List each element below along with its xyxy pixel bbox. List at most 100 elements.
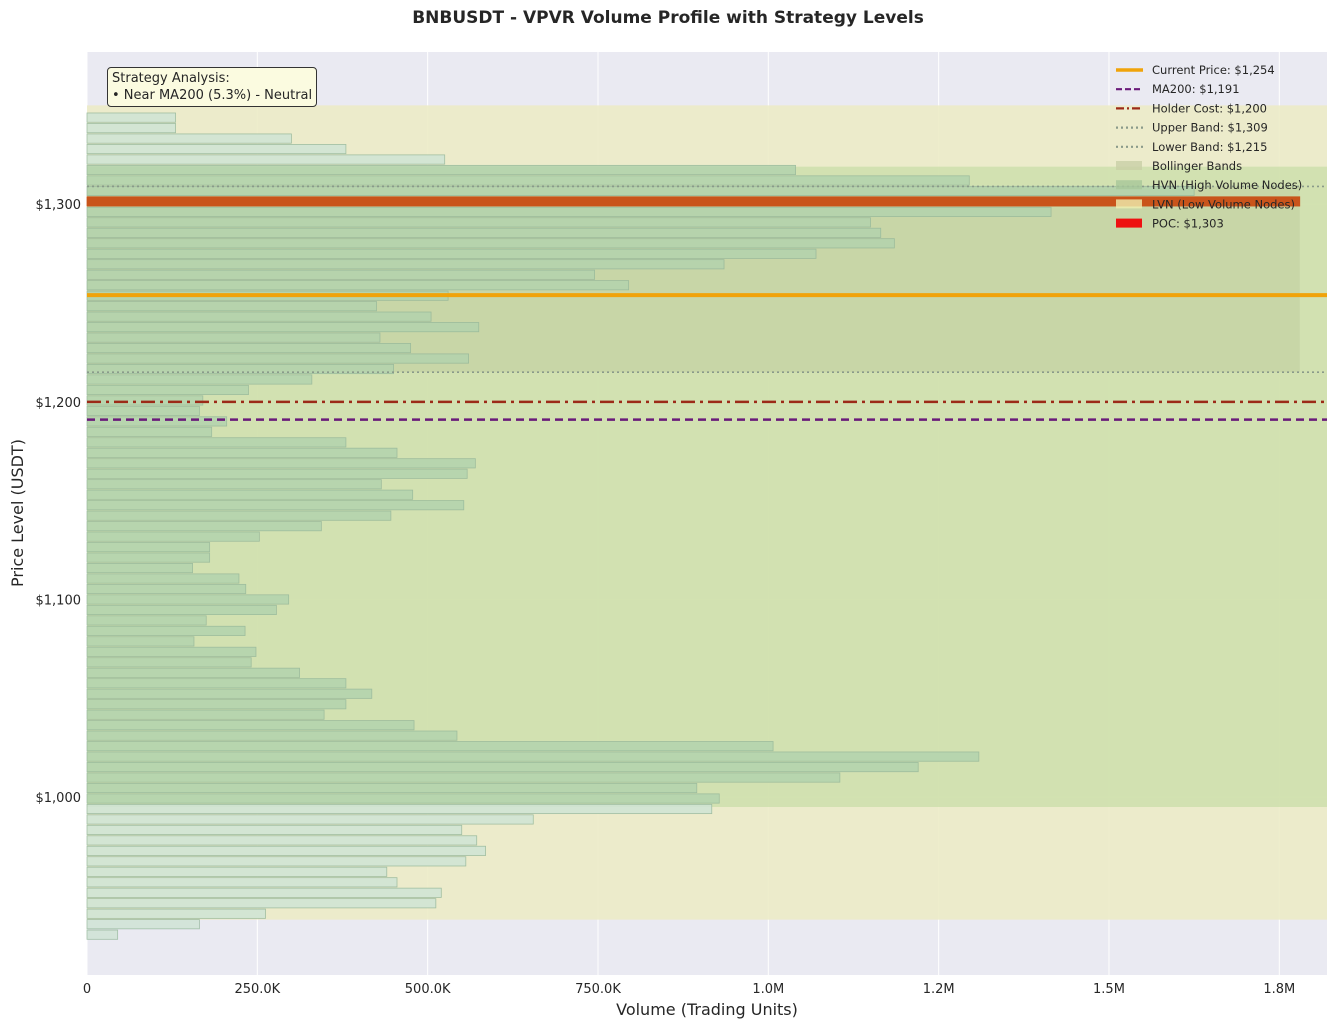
volume-bar-18 xyxy=(86,280,630,291)
volume-bar-53 xyxy=(86,646,257,657)
annotation-line-1: Strategy Analysis: xyxy=(112,71,230,86)
volume-bar-76 xyxy=(86,887,442,898)
strategy-annotation: Strategy Analysis: • Near MA200 (5.3%) -… xyxy=(107,67,318,107)
x-tick-label-3: 750.0K xyxy=(575,982,621,997)
legend-label-5: Bollinger Bands xyxy=(1152,159,1242,173)
volume-bar-69 xyxy=(86,814,534,825)
legend-label-8: POC: $1,303 xyxy=(1152,217,1224,231)
x-axis-label: Volume (Trading Units) xyxy=(616,1000,798,1019)
volume-bar-36 xyxy=(86,468,468,479)
volume-bar-71 xyxy=(86,835,478,846)
volume-bar-27 xyxy=(86,374,313,385)
x-tick-label-0: 0 xyxy=(83,982,91,997)
volume-bar-30 xyxy=(86,405,200,416)
volume-bars xyxy=(86,112,1301,940)
volume-bar-73 xyxy=(86,856,467,867)
volume-bar-33 xyxy=(86,437,347,448)
volume-bar-43 xyxy=(86,542,211,553)
legend-label-6: HVN (High Volume Nodes) xyxy=(1152,178,1302,192)
volume-bar-20 xyxy=(86,301,377,312)
volume-bar-17 xyxy=(86,269,595,280)
volume-bar-21 xyxy=(86,311,432,322)
volume-bar-58 xyxy=(86,699,347,710)
volume-bar-6 xyxy=(86,154,446,165)
volume-bar-42 xyxy=(86,531,260,542)
volume-bar-51 xyxy=(86,625,246,636)
volume-bar-37 xyxy=(86,479,382,490)
volume-bar-72 xyxy=(86,845,486,856)
volume-bar-35 xyxy=(86,458,476,469)
volume-bar-74 xyxy=(86,866,388,877)
legend-label-7: LVN (Low Volume Nodes) xyxy=(1152,197,1295,211)
volume-bar-31 xyxy=(86,416,228,427)
volume-bar-49 xyxy=(86,604,277,615)
volume-bar-32 xyxy=(86,426,213,437)
volume-bar-26 xyxy=(86,363,394,375)
x-tick-label-5: 1.2M xyxy=(923,982,955,997)
legend-swatch-8 xyxy=(1116,218,1142,228)
volume-bar-24 xyxy=(86,343,412,354)
volume-bar-13 xyxy=(86,227,882,238)
volume-bar-45 xyxy=(86,563,194,574)
volume-bar-80 xyxy=(86,929,119,940)
chart-title: BNBUSDT - VPVR Volume Profile with Strat… xyxy=(412,8,924,28)
y-tick-label-0: $1,000 xyxy=(36,791,82,806)
y-tick-label-3: $1,300 xyxy=(36,198,82,213)
x-tick-label-2: 500.0K xyxy=(405,982,451,997)
volume-bar-47 xyxy=(86,583,247,595)
volume-bar-63 xyxy=(86,751,980,762)
level-lines xyxy=(87,185,1327,421)
legend: Current Price: $1,254 MA200: $1,191 Holder… xyxy=(1116,63,1302,231)
x-tick-label-4: 1.0M xyxy=(752,982,784,997)
volume-bar-40 xyxy=(86,510,392,521)
legend-label-2: Holder Cost: $1,200 xyxy=(1152,101,1267,115)
volume-bar-55 xyxy=(86,667,300,678)
volume-bar-57 xyxy=(86,688,373,699)
volume-bar-68 xyxy=(86,803,713,815)
volume-bar-11 xyxy=(86,206,1052,217)
y-tick-labels: $1,000 $1,100 $1,200 $1,300 xyxy=(36,198,82,806)
volume-bar-16 xyxy=(86,259,725,270)
volume-bar-78 xyxy=(86,908,266,919)
volume-bar-39 xyxy=(86,500,465,511)
volume-bar-66 xyxy=(86,782,698,794)
volume-bar-3 xyxy=(86,123,176,134)
volume-bar-50 xyxy=(86,615,207,626)
legend-swatch-6 xyxy=(1116,180,1142,190)
volume-bar-38 xyxy=(86,489,414,500)
volume-bar-23 xyxy=(86,332,381,343)
x-tick-labels: 0 250.0K 500.0K 750.0K 1.0M 1.2M 1.5M 1.8M xyxy=(83,982,1295,997)
y-tick-label-1: $1,100 xyxy=(36,593,82,608)
volume-bar-65 xyxy=(86,772,841,783)
x-tick-label-1: 250.0K xyxy=(234,982,280,997)
volume-bar-52 xyxy=(86,636,195,647)
y-tick-label-2: $1,200 xyxy=(36,396,82,411)
legend-swatch-7 xyxy=(1116,199,1142,209)
volume-bar-5 xyxy=(86,144,347,155)
volume-bar-2 xyxy=(86,112,176,123)
volume-bar-77 xyxy=(86,898,437,909)
legend-swatch-5 xyxy=(1116,161,1142,170)
volume-bar-44 xyxy=(86,552,211,563)
volume-bar-34 xyxy=(86,447,398,458)
volume-bar-28 xyxy=(86,384,249,396)
volume-bar-7 xyxy=(86,164,796,176)
x-tick-label-6: 1.5M xyxy=(1093,982,1125,997)
volume-bar-60 xyxy=(86,720,415,731)
legend-label-4: Lower Band: $1,215 xyxy=(1152,140,1267,154)
y-axis-label: Price Level (USDT) xyxy=(8,439,27,587)
volume-bar-41 xyxy=(86,521,322,532)
volume-bar-75 xyxy=(86,877,398,888)
volume-bar-64 xyxy=(86,762,919,773)
volume-bar-48 xyxy=(86,594,290,605)
volume-bar-67 xyxy=(86,793,720,804)
annotation-line-2: • Near MA200 (5.3%) - Neutral xyxy=(112,88,313,103)
volume-bar-70 xyxy=(86,824,463,835)
volume-bar-14 xyxy=(86,238,895,249)
x-tick-label-7: 1.8M xyxy=(1263,982,1295,997)
volume-bar-15 xyxy=(86,248,817,259)
volume-bar-25 xyxy=(86,353,469,364)
volume-bar-29 xyxy=(86,395,204,406)
volume-bar-46 xyxy=(86,573,240,584)
